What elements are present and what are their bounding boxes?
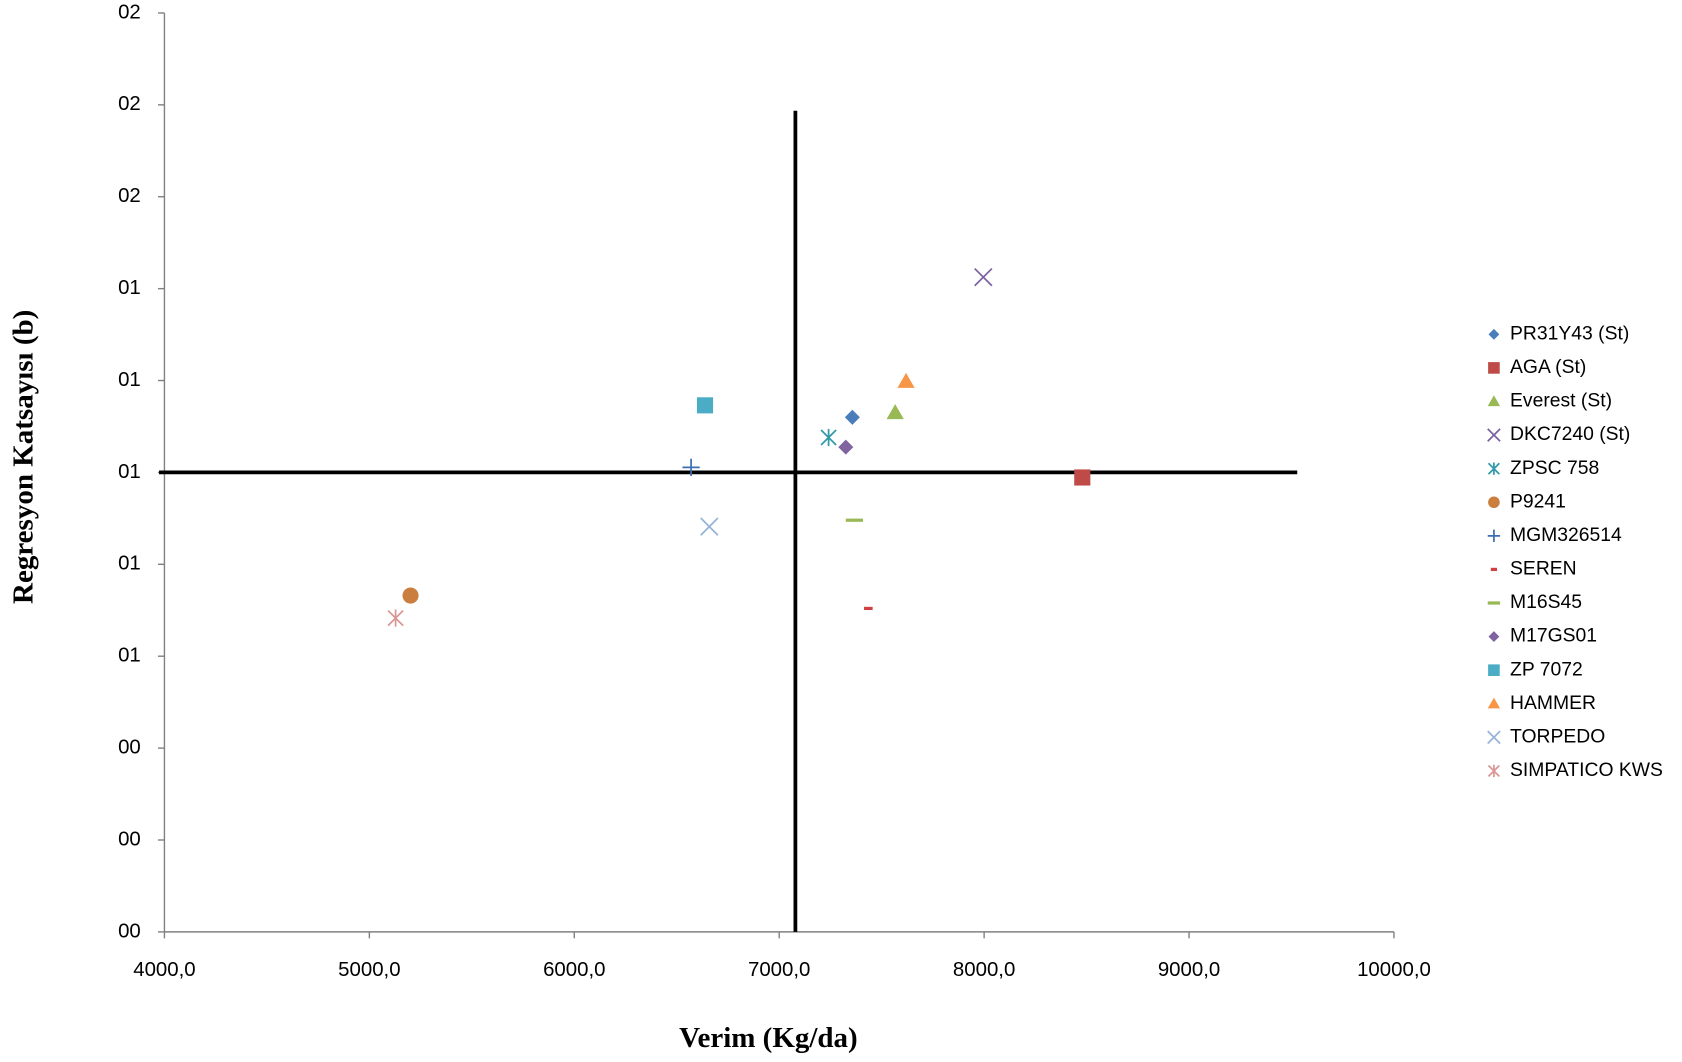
legend-marker — [1490, 567, 1498, 572]
legend-label: MGM326514 — [1510, 524, 1622, 546]
y-tick-label: 00 — [118, 736, 141, 758]
legend-label: DKC7240 (St) — [1510, 423, 1630, 445]
y-tick-label: 01 — [118, 369, 141, 391]
legend-marker — [1488, 328, 1500, 340]
legend-label: M16S45 — [1510, 591, 1582, 613]
y-tick-label: 02 — [118, 185, 141, 207]
legend-marker — [1487, 462, 1500, 475]
legend-label: TORPEDO — [1510, 725, 1605, 747]
legend-marker — [1487, 395, 1501, 407]
data-point — [682, 458, 700, 476]
data-point — [696, 397, 714, 414]
data-point — [1074, 469, 1091, 486]
legend-label: Everest (St) — [1510, 390, 1612, 412]
legend-label: SEREN — [1510, 558, 1577, 580]
legend-marker — [1488, 362, 1500, 374]
data-point — [820, 428, 837, 447]
legend-marker — [1487, 428, 1501, 442]
x-tick-label: 4000,0 — [133, 959, 195, 981]
y-tick-label: 02 — [118, 1, 141, 23]
legend-label: PR31Y43 (St) — [1510, 322, 1629, 344]
y-tick-label: 01 — [118, 645, 141, 667]
legend-marker — [1487, 730, 1501, 745]
y-tick-label: 00 — [118, 920, 141, 942]
y-tick-label: 01 — [118, 461, 141, 483]
x-tick-label: 6000,0 — [543, 959, 605, 981]
data-point — [845, 518, 864, 522]
legend-label: ZP 7072 — [1510, 658, 1583, 680]
legend-marker — [1488, 631, 1500, 643]
data-point — [864, 606, 873, 611]
y-tick-label: 02 — [118, 93, 141, 115]
y-tick-label: 01 — [118, 277, 141, 299]
legend-marker — [1487, 764, 1500, 778]
data-point — [886, 404, 904, 420]
legend-label: SIMPATICO KWS — [1510, 759, 1663, 781]
data-point — [700, 517, 719, 536]
y-tick-label: 01 — [118, 553, 141, 575]
x-tick-label: 7000,0 — [748, 959, 810, 981]
data-point — [838, 439, 854, 455]
data-point — [897, 372, 915, 388]
legend-label: ZPSC 758 — [1510, 457, 1599, 479]
legend-marker — [1488, 496, 1500, 509]
x-tick-label: 10000,0 — [1357, 959, 1431, 981]
x-tick-label: 8000,0 — [953, 959, 1015, 981]
y-tick-label: 00 — [118, 828, 141, 850]
x-tick-label: 9000,0 — [1158, 959, 1220, 981]
x-axis-title: Verim (Kg/da) — [679, 1022, 858, 1054]
data-point — [402, 587, 419, 604]
legend-marker — [1487, 697, 1501, 709]
legend-marker — [1487, 529, 1501, 543]
legend-label: HAMMER — [1510, 692, 1596, 714]
legend-label: AGA (St) — [1510, 356, 1586, 378]
legend-marker — [1488, 664, 1500, 676]
y-axis-title: Regresyon Katsayısı (b) — [7, 310, 39, 604]
data-point — [844, 409, 860, 425]
legend-label: M17GS01 — [1510, 625, 1597, 647]
legend-marker — [1487, 601, 1501, 605]
legend-label: P9241 — [1510, 490, 1566, 512]
data-point — [387, 609, 404, 627]
data-point — [974, 267, 993, 287]
x-tick-label: 5000,0 — [338, 959, 400, 981]
